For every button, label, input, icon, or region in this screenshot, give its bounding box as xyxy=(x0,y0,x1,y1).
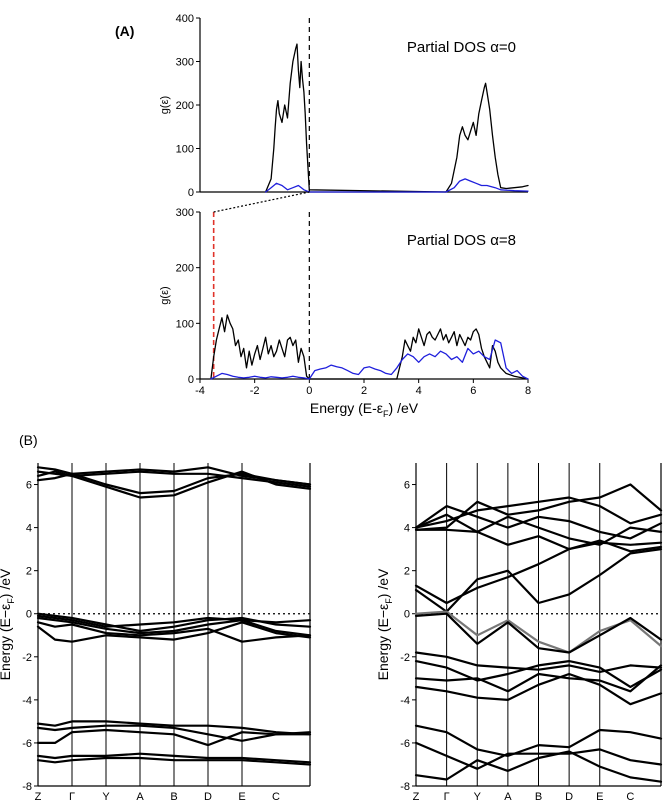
bands_left-series-7 xyxy=(36,621,312,643)
dos_top-series-1 xyxy=(264,178,529,193)
bands_right-ytick-label: -2 xyxy=(400,652,410,664)
bands_right-ytick-label: 0 xyxy=(404,609,410,621)
dos_top-annotation: Partial DOS α=0 xyxy=(407,39,516,56)
dos_top-ytick-label: 100 xyxy=(176,144,194,156)
panel-a-label: (A) xyxy=(115,23,134,39)
bands_right-kpoint-label: Γ xyxy=(444,791,450,803)
bands_left-kpoint-label: Y xyxy=(102,791,110,803)
bands_left-kpoint-label: B xyxy=(170,791,177,803)
bands_right-series-15 xyxy=(414,750,663,783)
bands_left-ytick-label: 6 xyxy=(26,480,32,492)
bands_right-series-12 xyxy=(414,672,663,706)
dos_bottom-xtick-label: 8 xyxy=(525,385,531,397)
bands_right-kpoint-label: Z xyxy=(413,791,420,803)
dos_bottom-ytick-label: 300 xyxy=(176,207,194,219)
bands_left-series-8 xyxy=(36,614,312,628)
bands_right-kpoint-label: E xyxy=(596,791,603,803)
bands_left-ylabel: Energy (E−εF) /eV xyxy=(0,568,16,680)
bands_left-series-6 xyxy=(36,621,312,643)
bands_right-series-3 xyxy=(414,513,663,546)
bands_left-series-10 xyxy=(36,724,312,742)
bands_right-kpoint-label: A xyxy=(504,791,512,803)
bands_left-ytick-label: -4 xyxy=(22,695,32,707)
bands_right-ylabel: Energy (E−εF) /eV xyxy=(375,568,394,680)
bands_left-series-12 xyxy=(36,752,312,764)
bands_left-kpoint-label: E xyxy=(238,791,245,803)
bands_left-ytick-label: -6 xyxy=(22,738,32,750)
bands_left-series-3 xyxy=(36,472,312,495)
dos_top-ytick-label: 0 xyxy=(188,187,194,199)
dos_bottom-xlabel: Energy (E-εF) /eV xyxy=(310,400,419,419)
dos_bottom-ylabel: g(ε) xyxy=(159,286,171,304)
bands_right-ytick-label: -4 xyxy=(400,695,410,707)
bands_right-series-5 xyxy=(414,539,663,605)
dos_top-ytick-label: 300 xyxy=(176,57,194,69)
bands_right-series-11 xyxy=(414,664,663,693)
bands_right-series-2 xyxy=(414,505,663,540)
dos_top-ytick-label: 200 xyxy=(176,100,194,112)
dos_bottom-series-1 xyxy=(210,339,529,380)
bands_right-series-4 xyxy=(414,528,663,551)
bands_right-series-1 xyxy=(414,483,663,531)
dos_bottom-xtick-label: -4 xyxy=(195,385,205,397)
dos_top-ytick-label: 400 xyxy=(176,13,194,25)
bands_left-ytick-label: -2 xyxy=(22,652,32,664)
bands_left-ytick-label: 2 xyxy=(26,566,32,578)
bands_left-series-5 xyxy=(36,616,312,637)
dos_bottom-series-0 xyxy=(210,314,529,380)
dos_bottom-xtick-label: 4 xyxy=(416,385,422,397)
bands_right-series-10 xyxy=(414,659,663,689)
bands_left-ytick-label: 0 xyxy=(26,609,32,621)
bands_left-ytick-label: 4 xyxy=(26,523,32,535)
bands_left-series-11 xyxy=(36,728,312,747)
bands_right-series-13 xyxy=(414,724,663,758)
bands_right-kpoint-label: D xyxy=(565,791,573,803)
bands_right-series-9 xyxy=(414,651,663,674)
dos_bottom-ytick-label: 0 xyxy=(188,374,194,386)
bands_left-kpoint-label: C xyxy=(272,791,280,803)
bands_left-kpoint-label: Z xyxy=(35,791,42,803)
bands_right-ytick-label: 2 xyxy=(404,566,410,578)
bands_right-ytick-label: 4 xyxy=(404,523,410,535)
dos_bottom-xtick-label: 2 xyxy=(361,385,367,397)
dos_bottom-xtick-label: 6 xyxy=(470,385,476,397)
bands_left-series-9 xyxy=(36,720,312,736)
dos_bottom-ytick-label: 200 xyxy=(176,263,194,275)
bands_right-series-0 xyxy=(414,496,663,529)
dos_bottom-xtick-label: 0 xyxy=(306,385,312,397)
bands_right-kpoint-label: B xyxy=(535,791,542,803)
bands_right-series-6 xyxy=(414,547,663,613)
dos_top-ylabel: g(ε) xyxy=(159,96,171,114)
bands_right-kpoint-label: Y xyxy=(474,791,482,803)
bands_left-kpoint-label: A xyxy=(136,791,144,803)
bands_left-kpoint-label: D xyxy=(204,791,212,803)
dos_top-series-0 xyxy=(264,43,529,193)
bands_right-ytick-label: 6 xyxy=(404,480,410,492)
dos-connector-line xyxy=(213,191,310,213)
bands_left-kpoint-label: Γ xyxy=(69,791,75,803)
panel-b-label: (B) xyxy=(19,432,38,448)
dos_bottom-ytick-label: 100 xyxy=(176,318,194,330)
bands_right-kpoint-label: C xyxy=(626,791,634,803)
dos_bottom-xtick-label: -2 xyxy=(250,385,260,397)
dos_bottom-annotation: Partial DOS α=8 xyxy=(407,232,516,249)
bands_right-series-8 xyxy=(414,612,663,654)
bands_right-series-14 xyxy=(414,741,663,770)
bands_left-series-13 xyxy=(36,756,312,766)
bands_right-ytick-label: -6 xyxy=(400,738,410,750)
bands_right-ytick-label: -8 xyxy=(400,781,410,793)
bands_left-ytick-label: -8 xyxy=(22,781,32,793)
